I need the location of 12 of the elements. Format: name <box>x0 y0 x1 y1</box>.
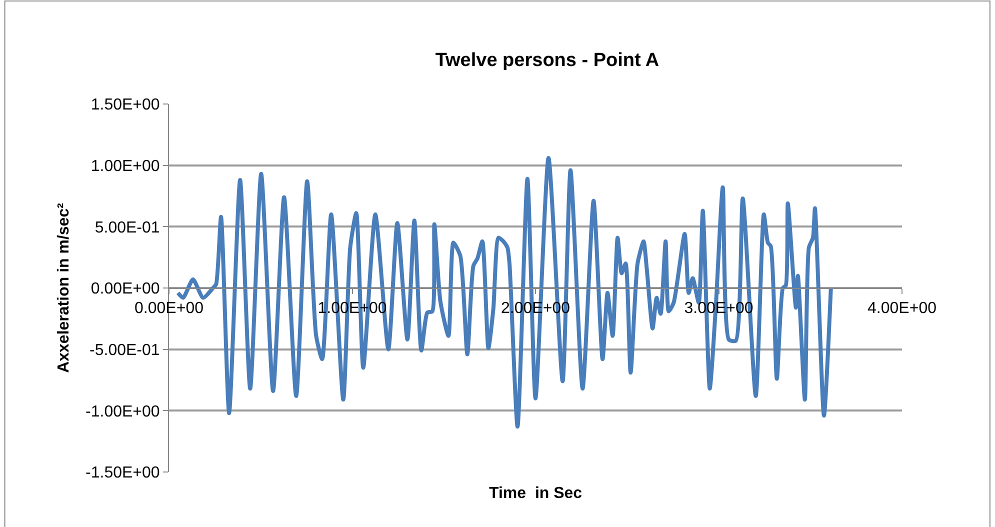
chart-title: Twelve persons - Point A <box>435 50 660 71</box>
y-axis-title: Axxeleration in m/sec² <box>55 203 72 373</box>
y-tick-label: 1.50E+00 <box>90 96 160 114</box>
y-tick-label: -5.00E-01 <box>90 342 160 359</box>
x-tick-label: 0.00E+00 <box>134 300 204 318</box>
y-tick-label: -1.00E+00 <box>86 403 160 420</box>
y-tick-label: 1.00E+00 <box>90 158 160 175</box>
y-tick-label: 5.00E-01 <box>94 219 160 236</box>
x-axis-title: Time in Sec <box>489 485 582 502</box>
y-tick-label: 0.00E+00 <box>90 280 160 298</box>
y-tick-label: -1.50E+00 <box>86 464 160 482</box>
x-tick-label: 4.00E+00 <box>868 300 937 318</box>
